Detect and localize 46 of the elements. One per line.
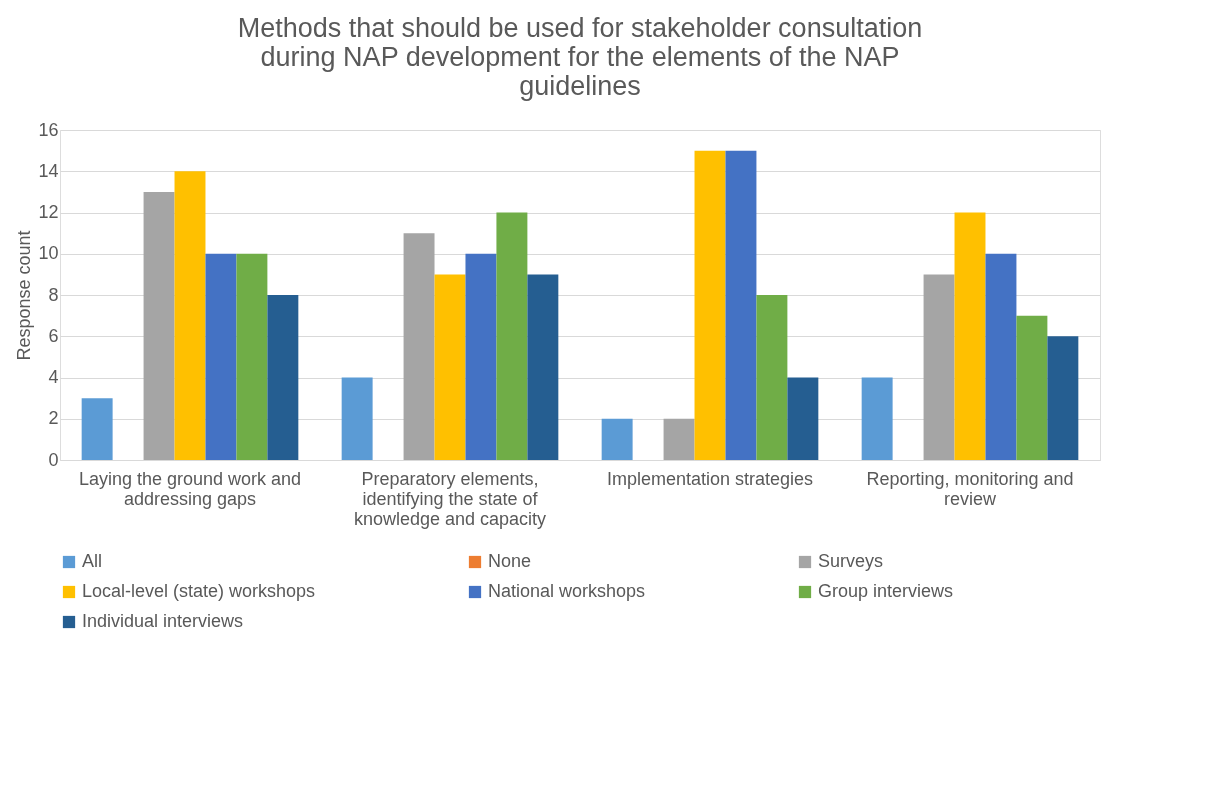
legend-label: All [82, 551, 103, 571]
legend-label: Individual interviews [82, 611, 244, 631]
x-tick-label: Implementation strategies [606, 468, 814, 489]
x-tick-label: Laying the ground work and addressing gaps [78, 468, 302, 509]
bar [341, 377, 373, 460]
legend-label: Surveys [818, 551, 884, 571]
chart-title: Methods that should be used for stakeholder consultation during NAP development for the elements of the NAP guidelines [237, 13, 923, 101]
bar [923, 274, 955, 460]
bar [236, 253, 268, 460]
bar [787, 377, 819, 460]
bar [985, 253, 1017, 460]
bar [496, 212, 528, 460]
bar [403, 233, 435, 460]
bar [861, 377, 893, 460]
x-tick-label: Preparatory elements, identifying the state of knowledge and capacity [353, 468, 547, 529]
bar [143, 191, 175, 460]
bar [465, 253, 497, 460]
y-axis-title: Response count [14, 230, 35, 361]
y-tick-label: 14 [38, 160, 59, 181]
bar [694, 150, 726, 460]
bar [267, 295, 299, 460]
bar [725, 150, 757, 460]
bar [663, 418, 695, 460]
bar [81, 398, 113, 460]
legend-label: Local-level (state) workshops [82, 581, 316, 601]
y-tick-label: 6 [48, 325, 59, 346]
y-tick-label: 12 [38, 202, 59, 222]
y-tick-label: 2 [48, 408, 59, 429]
y-tick-label: 4 [48, 367, 59, 387]
bar [174, 171, 206, 460]
y-tick-label: 8 [48, 284, 59, 305]
y-tick-label: 10 [38, 243, 59, 264]
legend-label: None [488, 551, 532, 571]
bar [756, 295, 788, 460]
legend-label: Group interviews [818, 581, 954, 601]
bar [601, 418, 633, 460]
y-tick-label: 0 [48, 449, 59, 470]
bar [1047, 336, 1079, 460]
bar [1016, 315, 1048, 460]
x-tick-label: Reporting, monitoring and review [866, 468, 1074, 509]
y-tick-label: 16 [38, 119, 59, 140]
bar [527, 274, 559, 460]
bar [434, 274, 466, 460]
bar [954, 212, 986, 460]
legend-label: National workshops [488, 581, 646, 601]
bar [205, 253, 237, 460]
